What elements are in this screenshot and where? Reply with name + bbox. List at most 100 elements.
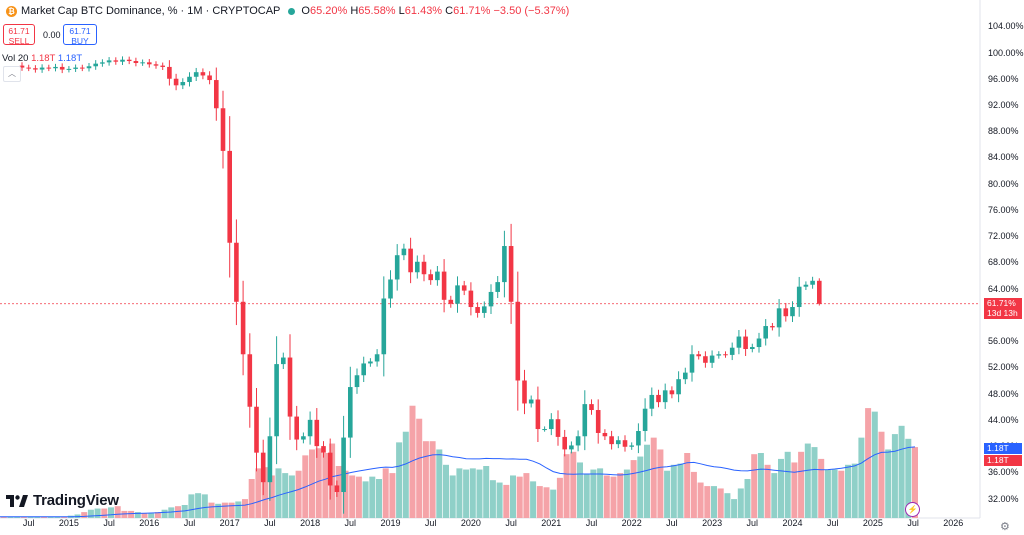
volume-bar — [0, 516, 7, 518]
candle — [569, 441, 574, 454]
volume-ma-tag: 1.18T — [984, 443, 1022, 454]
volume-bar — [429, 441, 436, 518]
volume-bar — [804, 443, 811, 518]
candle — [562, 429, 567, 457]
collapse-legend-button[interactable]: ︿ — [3, 66, 21, 82]
candle — [703, 351, 708, 368]
volume-bar — [845, 464, 851, 518]
volume-bar — [128, 510, 135, 518]
candle — [542, 426, 547, 432]
volume-bar — [7, 516, 14, 518]
candle — [321, 441, 326, 458]
candle — [595, 399, 601, 444]
volume-bar — [563, 454, 570, 518]
volume-bar — [838, 470, 845, 518]
candle — [240, 280, 246, 376]
candle — [207, 71, 212, 85]
volume-bar — [416, 418, 423, 518]
candle — [776, 299, 782, 337]
candle — [361, 356, 366, 383]
last-price-tag: 61.71% 13d 13h — [984, 297, 1022, 319]
volume-bar — [536, 486, 543, 518]
candle — [126, 56, 132, 65]
volume-bar — [791, 462, 798, 518]
candle — [234, 219, 239, 326]
candle — [656, 389, 661, 408]
volume-bar — [483, 466, 490, 518]
volume-bar — [349, 475, 356, 518]
volume-bar — [288, 475, 295, 518]
volume-bar — [463, 469, 470, 518]
ohlc-values: O65.20% H65.58% L61.43% C61.71% −3.50 (−… — [301, 5, 570, 17]
volume-bar — [871, 411, 878, 518]
volume-bar — [422, 441, 429, 518]
candle — [73, 64, 78, 72]
x-tick-label: 2018 — [300, 518, 321, 528]
volume-bar — [14, 516, 21, 518]
tradingview-logo-icon — [6, 494, 28, 507]
buy-button[interactable]: 61.71 BUY — [63, 24, 97, 46]
candle — [488, 284, 494, 315]
volume-bar — [221, 502, 228, 518]
volume-bar — [684, 453, 691, 518]
candle — [227, 116, 232, 278]
x-tick-label: 2017 — [219, 518, 240, 528]
volume-bar — [637, 456, 644, 518]
volume-bar — [476, 469, 483, 518]
volume-bar — [516, 476, 523, 518]
volume-bar — [851, 463, 858, 518]
volume-bar — [818, 458, 825, 518]
candle — [193, 67, 199, 82]
candle — [683, 367, 688, 385]
volume-bar — [543, 487, 550, 518]
settings-gear-icon[interactable]: ⚙ — [1000, 521, 1010, 533]
volume-bar — [355, 476, 362, 518]
volume-bar — [677, 463, 684, 518]
candle — [307, 411, 313, 445]
x-tick-label: Jul — [826, 518, 839, 528]
lightning-icon[interactable]: ⚡ — [905, 502, 920, 517]
volume-bar — [764, 464, 771, 518]
y-tick-label: 64.00% — [988, 283, 1019, 294]
candle — [636, 423, 641, 454]
y-tick-label: 88.00% — [988, 126, 1019, 137]
volume-bar — [342, 470, 349, 518]
volume-bar — [94, 508, 101, 518]
volume-bar — [54, 516, 61, 518]
volume-bar — [242, 499, 248, 518]
volume-bar — [228, 502, 235, 518]
candle — [662, 383, 668, 409]
candle — [508, 223, 514, 324]
volume-bar — [489, 480, 496, 518]
candle — [267, 417, 273, 501]
y-tick-label: 104.00% — [988, 21, 1024, 32]
candle — [173, 73, 179, 91]
volume-bar — [81, 512, 88, 518]
tradingview-logo[interactable]: TradingView — [6, 492, 119, 509]
candle — [515, 271, 521, 411]
candle — [609, 430, 614, 450]
candle — [796, 276, 802, 317]
volume-bar — [757, 453, 764, 518]
change-value: −3.50 (−5.37%) — [493, 5, 570, 17]
volume-bar — [175, 506, 181, 518]
candle — [461, 280, 467, 296]
candle — [274, 336, 279, 465]
sell-button[interactable]: 61.71 SELL — [3, 24, 35, 46]
volume-bar — [20, 516, 27, 518]
y-tick-label: 96.00% — [988, 73, 1019, 84]
volume-bar — [912, 447, 918, 518]
symbol-title[interactable]: Market Cap BTC Dominance, % · 1M · CRYPT… — [21, 5, 281, 17]
x-tick-label: Jul — [424, 518, 437, 528]
price-axis[interactable]: 32.00%36.00%40.00%44.00%48.00%52.00%56.0… — [980, 0, 1024, 518]
candle — [348, 366, 353, 458]
volume-bar — [121, 510, 128, 518]
market-status-icon — [288, 7, 296, 15]
volume-bar — [597, 468, 604, 518]
volume-bar — [282, 473, 289, 518]
candle — [368, 358, 373, 367]
x-tick-label: 2021 — [541, 518, 562, 528]
candle — [602, 429, 608, 441]
time-axis[interactable]: Jul 2015 Jul 2016 Jul 2017 Jul 2018 Jul 2019 Jul 20… — [0, 518, 980, 534]
